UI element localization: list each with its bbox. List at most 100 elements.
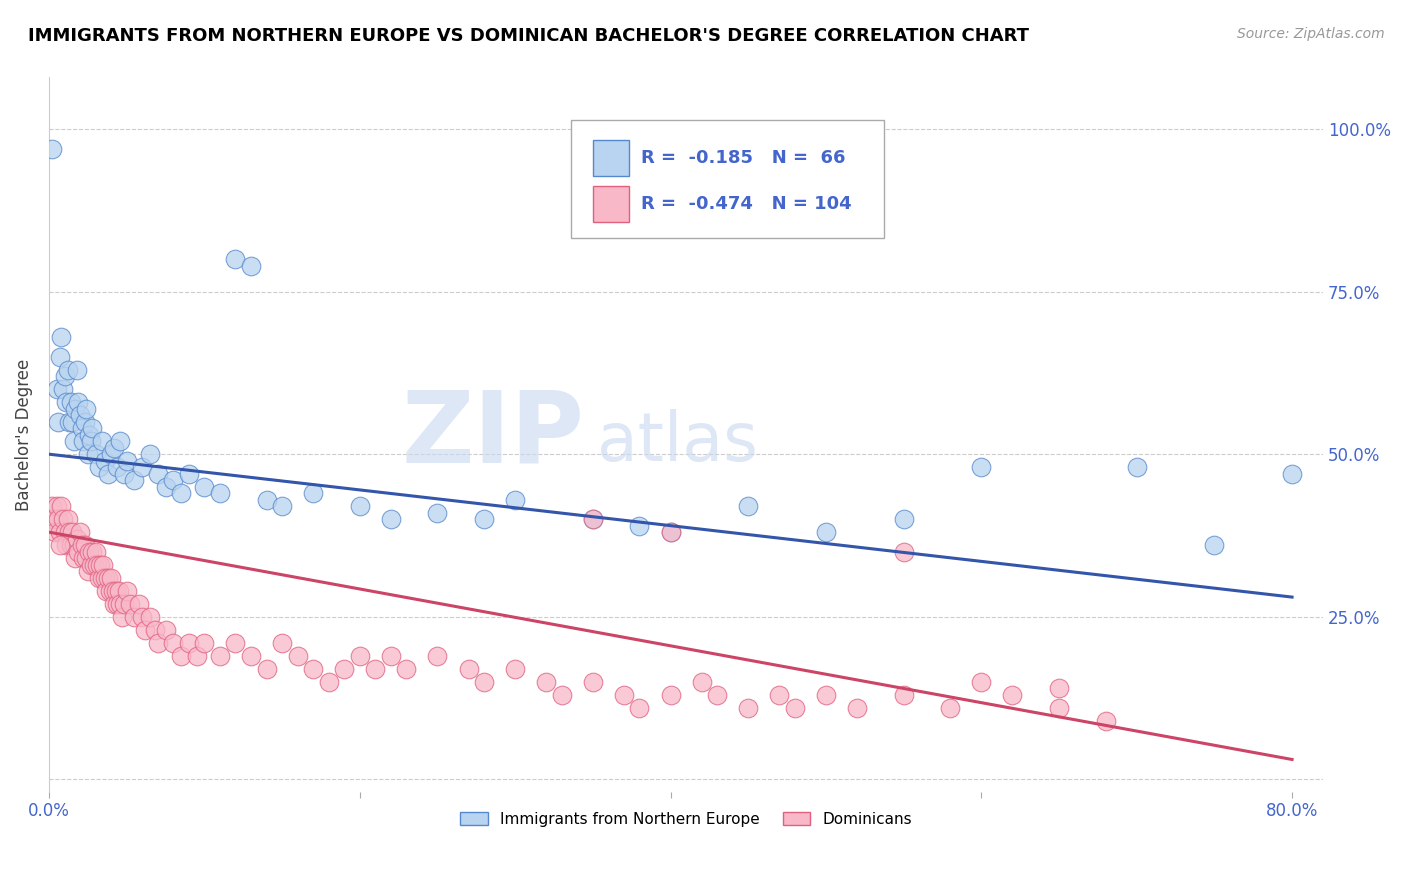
Point	[104, 583, 127, 598]
Point	[105, 460, 128, 475]
Point	[49, 538, 72, 552]
FancyBboxPatch shape	[571, 120, 883, 238]
Point	[46, 512, 69, 526]
Point	[115, 453, 138, 467]
Point	[84, 447, 107, 461]
Point	[124, 609, 146, 624]
Point	[177, 635, 200, 649]
Point	[143, 623, 166, 637]
Point	[426, 648, 449, 663]
Point	[84, 544, 107, 558]
Point	[472, 674, 495, 689]
Point	[146, 467, 169, 481]
Point	[112, 597, 135, 611]
Point	[51, 499, 73, 513]
Point	[56, 512, 79, 526]
Point	[534, 674, 557, 689]
Text: IMMIGRANTS FROM NORTHERN EUROPE VS DOMINICAN BACHELOR'S DEGREE CORRELATION CHART: IMMIGRANTS FROM NORTHERN EUROPE VS DOMIN…	[28, 27, 1029, 45]
Point	[79, 427, 101, 442]
Point	[256, 492, 278, 507]
Point	[76, 564, 98, 578]
Point	[503, 492, 526, 507]
Point	[44, 525, 66, 540]
Point	[349, 499, 371, 513]
Point	[72, 434, 94, 449]
Point	[82, 544, 104, 558]
Point	[551, 688, 574, 702]
Point	[103, 597, 125, 611]
Point	[66, 532, 89, 546]
Point	[115, 583, 138, 598]
Point	[55, 395, 77, 409]
Point	[472, 512, 495, 526]
Point	[193, 480, 215, 494]
Point	[349, 648, 371, 663]
Point	[224, 252, 246, 267]
FancyBboxPatch shape	[593, 186, 628, 222]
Point	[1204, 538, 1226, 552]
Point	[628, 518, 651, 533]
Point	[139, 609, 162, 624]
Point	[208, 648, 231, 663]
Point	[75, 401, 97, 416]
Point	[75, 551, 97, 566]
Point	[970, 674, 993, 689]
Point	[333, 661, 356, 675]
Point	[103, 441, 125, 455]
Point	[146, 635, 169, 649]
Point	[240, 259, 263, 273]
Point	[80, 558, 103, 572]
Point	[41, 499, 63, 513]
Point	[1094, 714, 1116, 728]
Point	[893, 544, 915, 558]
Point	[240, 648, 263, 663]
Text: Source: ZipAtlas.com: Source: ZipAtlas.com	[1237, 27, 1385, 41]
Point	[846, 700, 869, 714]
Point	[39, 512, 62, 526]
Point	[162, 635, 184, 649]
Point	[380, 512, 402, 526]
Point	[63, 538, 86, 552]
Point	[128, 597, 150, 611]
Point	[186, 648, 208, 663]
Point	[93, 558, 115, 572]
Text: R =  -0.474   N = 104: R = -0.474 N = 104	[641, 195, 852, 213]
Point	[395, 661, 418, 675]
Point	[70, 421, 93, 435]
Point	[60, 525, 83, 540]
Point	[162, 473, 184, 487]
Point	[271, 499, 294, 513]
Point	[67, 395, 90, 409]
Point	[59, 395, 82, 409]
Point	[426, 506, 449, 520]
Point	[59, 538, 82, 552]
Point	[110, 434, 132, 449]
Point	[45, 499, 67, 513]
Point	[659, 525, 682, 540]
Point	[939, 700, 962, 714]
Point	[893, 512, 915, 526]
Point	[1001, 688, 1024, 702]
Point	[65, 551, 87, 566]
Point	[1047, 700, 1070, 714]
Point	[53, 525, 76, 540]
Point	[706, 688, 728, 702]
Text: ZIP: ZIP	[401, 386, 583, 483]
Point	[69, 408, 91, 422]
Point	[139, 447, 162, 461]
Point	[737, 499, 759, 513]
Point	[73, 415, 96, 429]
Point	[100, 571, 122, 585]
Text: R =  -0.185   N =  66: R = -0.185 N = 66	[641, 149, 846, 167]
Y-axis label: Bachelor's Degree: Bachelor's Degree	[15, 359, 32, 511]
Point	[94, 571, 117, 585]
Point	[582, 512, 605, 526]
Point	[110, 597, 132, 611]
Point	[271, 635, 294, 649]
Point	[58, 415, 80, 429]
Point	[97, 467, 120, 481]
Point	[131, 609, 153, 624]
Point	[111, 609, 134, 624]
Point	[613, 688, 636, 702]
Point	[131, 460, 153, 475]
